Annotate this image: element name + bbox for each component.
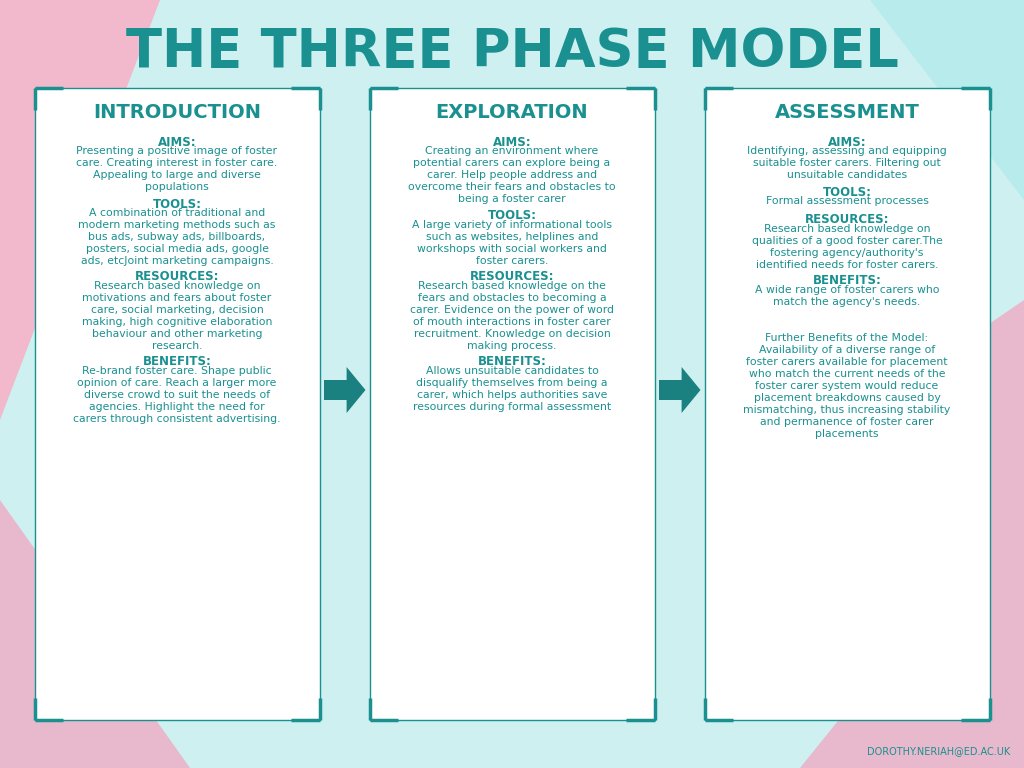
Bar bbox=[35, 88, 319, 720]
Text: AIMS:: AIMS: bbox=[493, 136, 531, 149]
Text: EXPLORATION: EXPLORATION bbox=[435, 102, 589, 121]
Bar bbox=[658, 380, 682, 399]
Bar bbox=[324, 380, 346, 399]
Text: Research based knowledge on
qualities of a good foster carer.The
fostering agenc: Research based knowledge on qualities of… bbox=[752, 223, 942, 270]
Text: BENEFITS:: BENEFITS: bbox=[477, 355, 547, 368]
Text: Re-brand foster care. Shape public
opinion of care. Reach a larger more
diverse : Re-brand foster care. Shape public opini… bbox=[74, 366, 281, 423]
Text: Identifying, assessing and equipping
suitable foster carers. Filtering out
unsui: Identifying, assessing and equipping sui… bbox=[748, 147, 947, 180]
Text: A combination of traditional and
modern marketing methods such as
bus ads, subwa: A combination of traditional and modern … bbox=[78, 208, 275, 266]
Text: TOOLS:: TOOLS: bbox=[153, 197, 202, 210]
Polygon shape bbox=[0, 500, 190, 768]
Text: Allows unsuitable candidates to
disqualify themselves from being a
carer, which : Allows unsuitable candidates to disquali… bbox=[413, 366, 611, 412]
Text: RESOURCES:: RESOURCES: bbox=[135, 270, 219, 283]
Text: Formal assessment processes: Formal assessment processes bbox=[766, 197, 929, 207]
Text: RESOURCES:: RESOURCES: bbox=[805, 213, 889, 226]
Text: RESOURCES:: RESOURCES: bbox=[470, 270, 554, 283]
Text: Creating an environment where
potential carers can explore being a
carer. Help p: Creating an environment where potential … bbox=[409, 147, 615, 204]
Bar bbox=[370, 88, 654, 720]
Text: AIMS:: AIMS: bbox=[827, 136, 866, 149]
Polygon shape bbox=[346, 367, 366, 413]
Text: INTRODUCTION: INTRODUCTION bbox=[93, 102, 261, 121]
Polygon shape bbox=[820, 300, 1024, 580]
Text: THE THREE PHASE MODEL: THE THREE PHASE MODEL bbox=[126, 26, 898, 78]
Text: TOOLS:: TOOLS: bbox=[487, 209, 537, 222]
Text: Research based knowledge on
motivations and fears about foster
care, social mark: Research based knowledge on motivations … bbox=[82, 281, 272, 351]
Text: ASSESSMENT: ASSESSMENT bbox=[774, 102, 920, 121]
Text: A large variety of informational tools
such as websites, helplines and
workshops: A large variety of informational tools s… bbox=[412, 220, 612, 266]
Text: Research based knowledge on the
fears and obstacles to becoming a
carer. Evidenc: Research based knowledge on the fears an… bbox=[410, 281, 614, 351]
Text: TOOLS:: TOOLS: bbox=[822, 186, 871, 199]
Text: AIMS:: AIMS: bbox=[158, 136, 197, 149]
Bar bbox=[705, 88, 989, 720]
Text: BENEFITS:: BENEFITS: bbox=[142, 355, 211, 368]
Text: DOROTHY.NERIAH@ED.AC.UK: DOROTHY.NERIAH@ED.AC.UK bbox=[866, 746, 1010, 756]
Text: Presenting a positive image of foster
care. Creating interest in foster care.
Ap: Presenting a positive image of foster ca… bbox=[77, 147, 278, 193]
Polygon shape bbox=[0, 0, 160, 420]
Text: A wide range of foster carers who
match the agency's needs.


Further Benefits o: A wide range of foster carers who match … bbox=[743, 285, 950, 439]
Polygon shape bbox=[682, 367, 700, 413]
Polygon shape bbox=[800, 490, 1024, 768]
Polygon shape bbox=[870, 0, 1024, 200]
Text: BENEFITS:: BENEFITS: bbox=[813, 274, 882, 287]
